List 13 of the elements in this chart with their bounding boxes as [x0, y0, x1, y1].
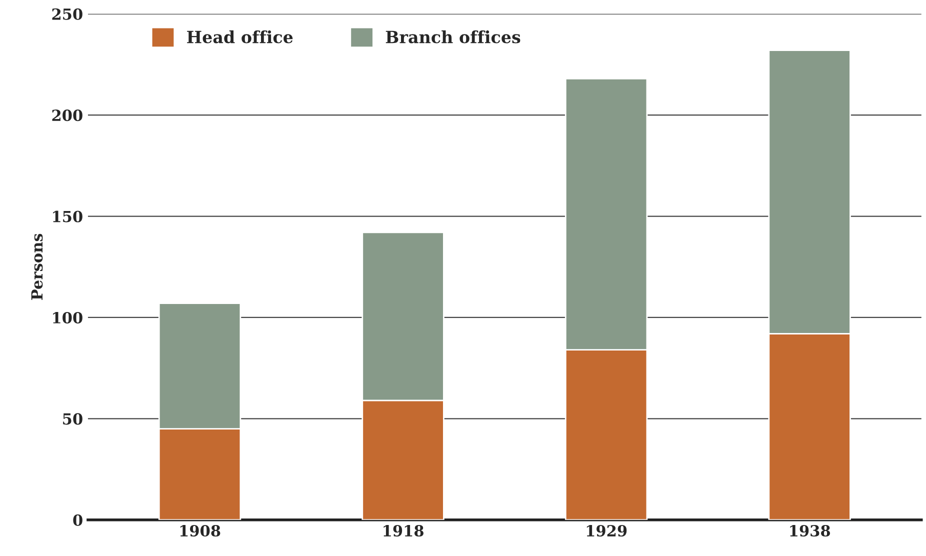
x-tick-label: 1929 — [586, 524, 627, 537]
y-tick-label: 100 — [53, 312, 82, 324]
x-tick-label: 1918 — [384, 524, 424, 537]
x-tick-label: 1908 — [180, 524, 220, 537]
y-axis-title: Persons — [31, 234, 43, 300]
legend-label: Branch offices — [386, 30, 520, 44]
y-tick-label: 0 — [73, 514, 82, 526]
y-tick-label: 200 — [52, 110, 82, 122]
y-tick-label: 50 — [63, 413, 82, 425]
y-tick-label: 250 — [52, 8, 82, 20]
legend-label: Head office — [187, 30, 293, 44]
y-tick-label: 150 — [53, 210, 82, 222]
x-tick-label: 1938 — [790, 524, 830, 537]
